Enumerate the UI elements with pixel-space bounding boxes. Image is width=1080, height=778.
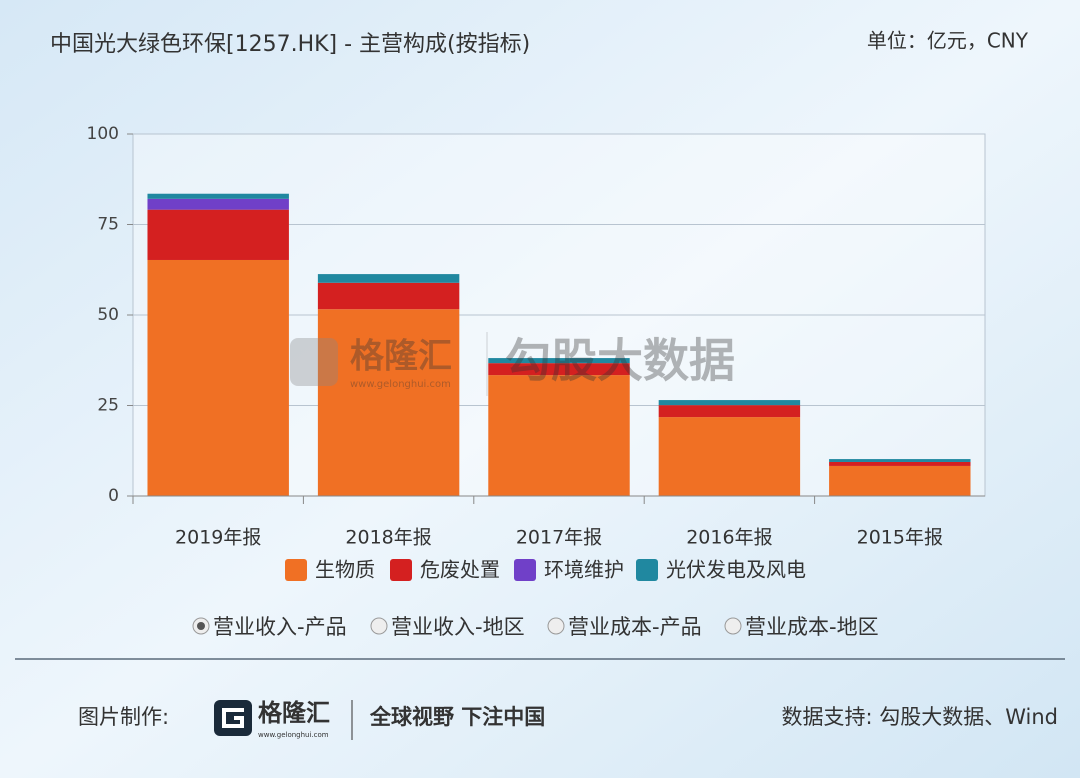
bar-segment xyxy=(829,459,971,462)
bar-segment xyxy=(658,417,801,496)
legend-label: 光伏发电及风电 xyxy=(666,558,806,582)
radio-circle xyxy=(547,617,565,635)
footer-made-by: 图片制作: xyxy=(78,705,169,729)
footer-slogan: 全球视野 下注中国 xyxy=(369,705,545,729)
option-group: 营业收入-产品 营业收入-地区 营业成本-产品 营业成本-地区 xyxy=(192,615,879,639)
bar-segment xyxy=(147,209,289,260)
bar-segment xyxy=(658,405,801,418)
legend-swatch xyxy=(514,559,536,581)
y-tick-label: 75 xyxy=(97,215,119,235)
radio-circle xyxy=(370,617,388,635)
watermark-site: www.gelonghui.com xyxy=(350,379,451,390)
legend-label: 危废处置 xyxy=(420,558,500,582)
watermark-logo xyxy=(290,338,338,386)
watermark-brand: 格隆汇 xyxy=(350,337,452,377)
bar-segment xyxy=(829,465,971,496)
legend-swatch xyxy=(390,559,412,581)
plot: 0 25 50 75 100 2019年报 2018年报 2017年报 2016年报 2015年报 xyxy=(87,124,985,549)
x-tick-label: 2019年报 xyxy=(175,527,261,549)
option-label: 营业收入-产品 xyxy=(213,615,347,639)
radio-dot xyxy=(197,622,205,630)
footer-site: www.gelonghui.com xyxy=(258,731,329,739)
option-radio[interactable]: 营业收入-地区 xyxy=(370,615,525,639)
y-tick-label: 50 xyxy=(97,305,119,325)
legend: 生物质 危废处置 环境维护 光伏发电及风电 xyxy=(285,558,806,582)
y-tick-label: 100 xyxy=(87,124,119,144)
option-radio[interactable]: 营业收入-产品 xyxy=(192,615,347,639)
x-tick-label: 2015年报 xyxy=(857,527,943,549)
option-label: 营业收入-地区 xyxy=(391,615,525,639)
footer-logo xyxy=(214,700,252,736)
option-label: 营业成本-地区 xyxy=(745,615,879,639)
bar-segment xyxy=(658,400,801,406)
bar-segment xyxy=(147,198,289,210)
bar-segment xyxy=(147,193,289,199)
bar-segment xyxy=(488,375,630,496)
bar-segment xyxy=(317,282,460,310)
watermark: 格隆汇 www.gelonghui.com 勾股大数据 xyxy=(290,332,735,396)
option-radio[interactable]: 营业成本-地区 xyxy=(724,615,879,639)
unit-label: 单位：亿元，CNY xyxy=(867,29,1029,53)
radio-circle xyxy=(724,617,742,635)
x-tick-label: 2018年报 xyxy=(345,527,431,549)
option-label: 营业成本-产品 xyxy=(568,615,702,639)
y-tick-label: 25 xyxy=(97,396,119,416)
legend-swatch xyxy=(636,559,658,581)
watermark-data: 勾股大数据 xyxy=(505,334,735,388)
legend-label: 环境维护 xyxy=(544,558,624,582)
bar-segment xyxy=(488,363,630,376)
x-tick-label: 2016年报 xyxy=(686,527,772,549)
footer-source: 数据支持: 勾股大数据、Wind xyxy=(781,705,1058,729)
footer-logo-g xyxy=(222,708,244,728)
chart-title: 中国光大绿色环保[1257.HK] - 主营构成(按指标) xyxy=(50,32,530,57)
bar-segment xyxy=(317,309,460,496)
legend-label: 生物质 xyxy=(315,558,375,582)
bar-segment xyxy=(317,274,460,283)
bar-segment xyxy=(488,358,630,364)
x-tick-label: 2017年报 xyxy=(516,527,602,549)
legend-swatch xyxy=(285,559,307,581)
bar-segment xyxy=(829,461,971,466)
option-radio[interactable]: 营业成本-产品 xyxy=(547,615,702,639)
y-tick-label: 0 xyxy=(108,486,119,506)
bar-segment xyxy=(147,259,289,496)
footer-brand: 格隆汇 xyxy=(258,699,330,727)
